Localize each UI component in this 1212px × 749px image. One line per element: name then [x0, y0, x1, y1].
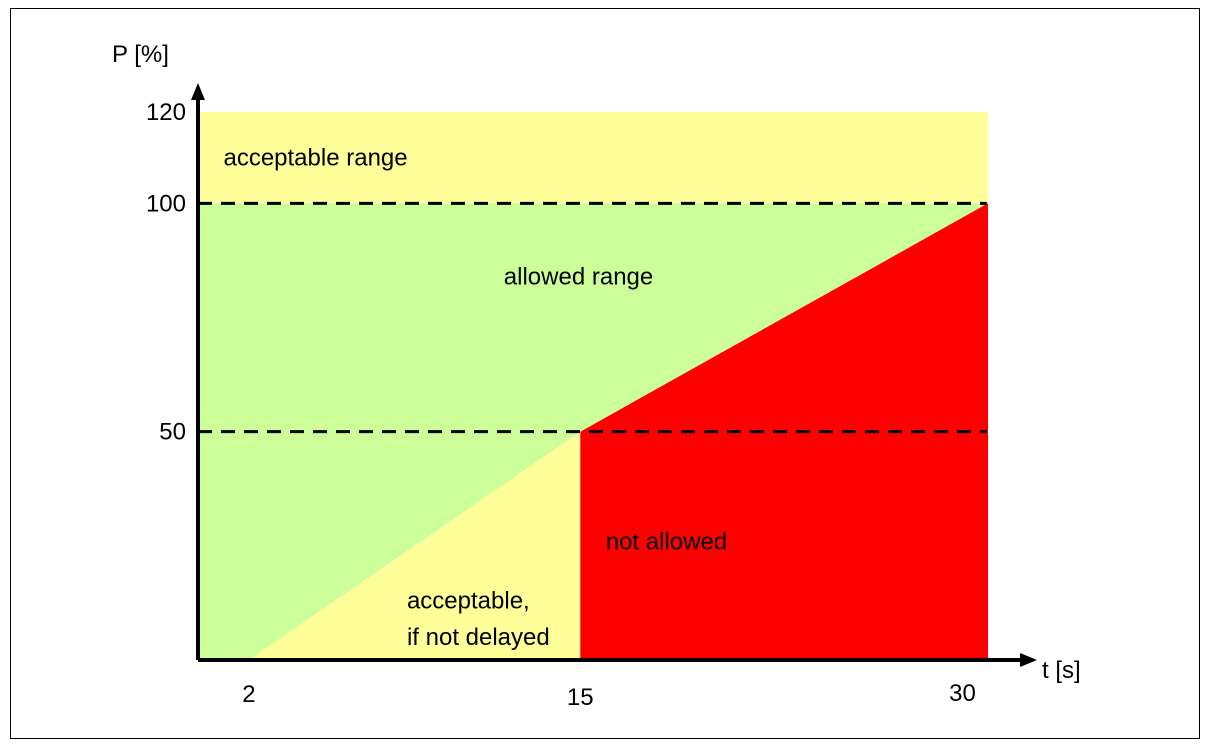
- region-label-if-not-delayed: if not delayed: [407, 624, 550, 651]
- region-allowed-range: [198, 203, 988, 661]
- region-label-not-allowed: not allowed: [606, 528, 727, 555]
- region-label-acceptable-range: acceptable range: [223, 145, 407, 172]
- labels-layer: P [%] t [s] 50 100 120 2 15 30 acceptable range a…: [112, 41, 1081, 711]
- x-tick-label-30: 30: [949, 680, 976, 707]
- region-acceptable-range: [198, 112, 988, 204]
- axes-layer: [191, 83, 1037, 667]
- x-axis-title: t [s]: [1042, 657, 1081, 684]
- y-tick-label-120: 120: [146, 99, 186, 126]
- region-acceptable-if-not-delayed: [249, 431, 581, 660]
- y-axis-arrow-icon: [191, 83, 205, 100]
- x-tick-label-15: 15: [567, 684, 594, 711]
- reference-lines-layer: [198, 201, 987, 434]
- y-axis-title: P [%]: [112, 41, 169, 68]
- region-label-acceptable: acceptable,: [407, 588, 530, 615]
- regions-layer: [198, 112, 988, 661]
- x-tick-label-2: 2: [242, 681, 255, 708]
- y-tick-label-100: 100: [146, 190, 186, 217]
- x-axis-arrow-icon: [1020, 653, 1037, 667]
- region-label-allowed-range: allowed range: [504, 263, 653, 290]
- y-tick-label-50: 50: [159, 419, 186, 446]
